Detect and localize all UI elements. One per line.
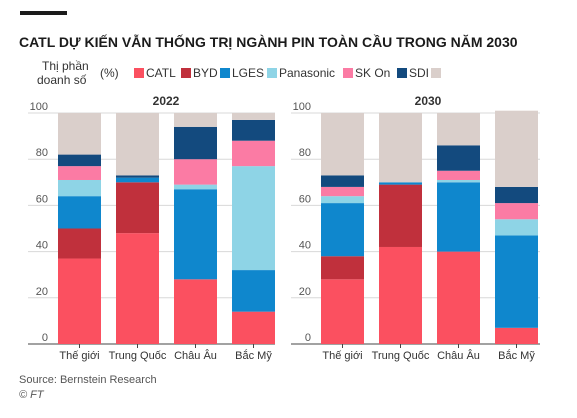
y-tick-label: 80 xyxy=(299,147,311,159)
bar-segment-sk-on xyxy=(321,186,364,197)
legend-title-line2: doanh số xyxy=(37,73,87,87)
bar-segment-catl xyxy=(321,279,364,344)
legend-swatch-lges xyxy=(220,68,230,78)
bar-segment-lges xyxy=(437,182,480,252)
bar-segment-sdi xyxy=(174,126,217,160)
bar-segment-panasonic xyxy=(495,219,538,236)
bar-segment-sk-on xyxy=(58,166,101,180)
legend-label-panasonic: Panasonic xyxy=(279,66,335,80)
x-tick-label: Bắc Mỹ xyxy=(235,349,272,362)
bar-segment-sdi xyxy=(495,186,538,204)
bar-segment-other xyxy=(232,113,275,120)
bar-segment-other xyxy=(321,113,364,176)
bar-segment-catl xyxy=(379,246,422,344)
bar-segment-catl xyxy=(58,258,101,344)
bar-segment-sdi xyxy=(232,119,275,141)
bar-segment-other xyxy=(379,113,422,183)
bar-segment-other xyxy=(174,113,217,127)
y-tick-label: 60 xyxy=(299,193,311,205)
source-note: Source: Bernstein Research xyxy=(19,374,157,386)
legend-label-sdi: SDI xyxy=(409,66,429,80)
y-tick-label: 0 xyxy=(305,332,311,344)
bar-segment-lges xyxy=(58,196,101,229)
bar-segment-catl xyxy=(232,311,275,344)
x-tick-label: Thế giới xyxy=(59,350,99,362)
legend-swatch-byd xyxy=(181,68,191,78)
panel-2030: 2030 0 20 40 60 80 100 Thế giới Trung Quốc Châu Â… xyxy=(291,94,540,362)
bar-segment-lges xyxy=(174,189,217,280)
y-tick-label: 100 xyxy=(30,101,48,113)
bar-segment-byd xyxy=(321,256,364,280)
bar-segment-other xyxy=(495,110,538,187)
title-accent-bar xyxy=(20,11,67,15)
y-tick-label: 40 xyxy=(36,240,48,252)
bar-segment-catl xyxy=(174,279,217,344)
bar-segment-panasonic xyxy=(58,179,101,197)
bar-segment-sdi xyxy=(58,154,101,167)
bar-segment-panasonic xyxy=(174,184,217,190)
bar-segment-sk-on xyxy=(232,140,275,167)
y-tick-label: 100 xyxy=(293,101,311,113)
y-tick-label: 80 xyxy=(36,147,48,159)
bar-segment-lges xyxy=(116,177,159,183)
legend-swatch-catl xyxy=(134,68,144,78)
y-tick-label: 60 xyxy=(36,193,48,205)
bar-segment-panasonic xyxy=(437,179,480,183)
legend-title-line1: Thị phần xyxy=(42,59,89,73)
panel-2022: 2022 0 20 40 60 80 100 Thế giới Trung Quốc Châu Â… xyxy=(28,94,275,362)
legend: CATL BYD LGES Panasonic SK On SDI xyxy=(134,66,441,80)
legend-label-catl: CATL xyxy=(146,66,176,80)
legend-swatch-other xyxy=(431,68,441,78)
legend-label-lges: LGES xyxy=(232,66,264,80)
y-tick-label: 20 xyxy=(299,286,311,298)
chart-title: CATL DỰ KIẾN VẪN THỐNG TRỊ NGÀNH PIN TOÀ… xyxy=(19,33,518,50)
bar-segment-other xyxy=(58,113,101,155)
x-tick-label: Trung Quốc xyxy=(109,350,167,362)
bar-segment-catl xyxy=(495,327,538,344)
y-tick-label: 40 xyxy=(299,240,311,252)
ft-credit: © FT xyxy=(19,389,45,401)
bar-segment-other xyxy=(437,113,480,146)
bar-segment-sdi xyxy=(437,145,480,171)
x-tick-label: Thế giới xyxy=(322,350,362,362)
legend-swatch-panasonic xyxy=(267,68,277,78)
panel-title-2030: 2030 xyxy=(415,94,442,108)
legend-label-byd: BYD xyxy=(193,66,218,80)
bar-segment-lges xyxy=(495,235,538,328)
bar-segment-catl xyxy=(437,251,480,344)
bar-segment-panasonic xyxy=(321,196,364,204)
bar-segment-byd xyxy=(379,184,422,247)
bar-segment-sk-on xyxy=(174,159,217,185)
legend-swatch-sk-on xyxy=(343,68,353,78)
x-tick-label: Bắc Mỹ xyxy=(498,349,535,362)
bar-segment-byd xyxy=(116,182,159,234)
bar-segment-sk-on xyxy=(437,170,480,180)
legend-swatch-sdi xyxy=(397,68,407,78)
x-tick-label: Châu Âu xyxy=(437,349,480,362)
bar-segment-byd xyxy=(58,228,101,259)
bar-segment-panasonic xyxy=(232,166,275,271)
panels: 2022 0 20 40 60 80 100 Thế giới Trung Quốc Châu Â… xyxy=(28,94,540,362)
panel-title-2022: 2022 xyxy=(153,94,180,108)
bar-segment-lges xyxy=(379,182,422,185)
legend-unit: (%) xyxy=(100,66,119,80)
y-tick-label: 20 xyxy=(36,286,48,298)
x-tick-label: Châu Âu xyxy=(174,349,217,362)
bar-segment-sdi xyxy=(116,175,159,178)
bar-segment-other xyxy=(116,113,159,176)
bar-segment-sk-on xyxy=(495,203,538,220)
legend-label-sk-on: SK On xyxy=(355,66,390,80)
bar-segment-sdi xyxy=(321,175,364,187)
bar-segment-lges xyxy=(232,270,275,312)
bar-segment-lges xyxy=(321,203,364,257)
y-tick-label: 0 xyxy=(42,332,48,344)
x-tick-label: Trung Quốc xyxy=(372,350,430,362)
bar-segment-catl xyxy=(116,233,159,344)
